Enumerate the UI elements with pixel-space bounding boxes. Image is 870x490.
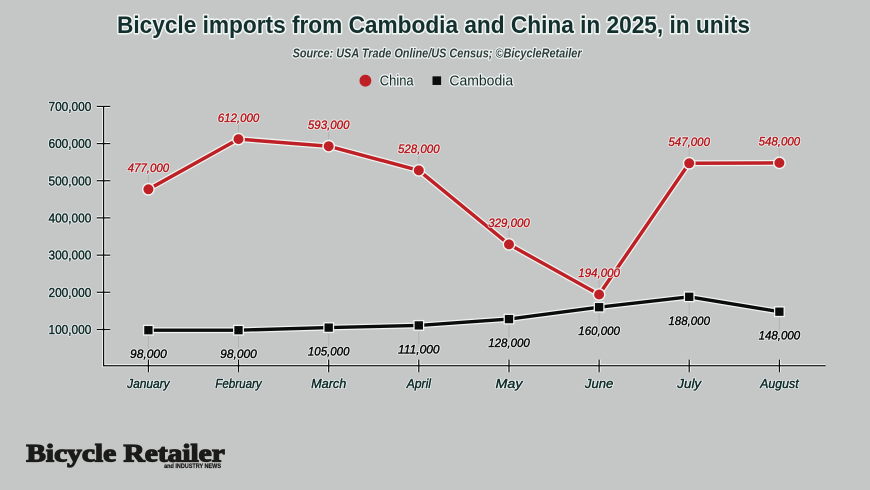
svg-text:128,000: 128,000	[488, 336, 530, 350]
svg-text:Source: USA Trade Online/US Ce: Source: USA Trade Online/US Census; ©Bic…	[293, 46, 583, 61]
svg-text:111,000: 111,000	[398, 342, 440, 356]
svg-text:194,000: 194,000	[578, 266, 620, 280]
svg-text:Bicycle Retailer: Bicycle Retailer	[26, 439, 225, 468]
svg-text:200,000: 200,000	[49, 286, 92, 300]
svg-text:128,000: 128,000	[488, 336, 530, 350]
svg-text:148,000: 148,000	[759, 329, 801, 343]
svg-text:188,000: 188,000	[668, 314, 710, 328]
svg-text:547,000: 547,000	[668, 135, 710, 149]
svg-text:105,000: 105,000	[308, 345, 350, 359]
svg-text:700,000: 700,000	[49, 100, 92, 114]
svg-text:300,000: 300,000	[49, 249, 92, 263]
svg-text:February: February	[215, 377, 262, 391]
svg-text:593,000: 593,000	[308, 118, 350, 132]
svg-text:188,000: 188,000	[668, 314, 710, 328]
svg-text:600,000: 600,000	[49, 137, 92, 151]
svg-text:Bicycle imports from Cambodia: Bicycle imports from Cambodia and China …	[117, 12, 750, 39]
svg-text:160,000: 160,000	[578, 324, 620, 338]
svg-text:528,000: 528,000	[398, 142, 440, 156]
svg-text:February: February	[215, 377, 262, 391]
svg-text:Cambodia: Cambodia	[449, 73, 513, 90]
svg-text:477,000: 477,000	[128, 161, 170, 175]
svg-text:600,000: 600,000	[49, 137, 92, 151]
svg-text:June: June	[584, 377, 613, 391]
svg-text:August: August	[759, 377, 799, 391]
svg-text:111,000: 111,000	[398, 342, 440, 356]
svg-text:May: May	[496, 377, 524, 391]
svg-text:98,000: 98,000	[220, 347, 257, 361]
svg-text:March: March	[311, 377, 346, 391]
svg-text:612,000: 612,000	[218, 111, 260, 125]
svg-text:500,000: 500,000	[49, 174, 92, 188]
svg-text:April: April	[406, 377, 433, 391]
svg-text:612,000: 612,000	[218, 111, 260, 125]
svg-text:329,000: 329,000	[488, 216, 530, 230]
svg-text:China: China	[380, 73, 414, 90]
svg-text:477,000: 477,000	[128, 161, 170, 175]
svg-text:100,000: 100,000	[49, 323, 92, 337]
svg-text:105,000: 105,000	[308, 345, 350, 359]
svg-text:300,000: 300,000	[49, 249, 92, 263]
svg-text:98,000: 98,000	[130, 347, 167, 361]
svg-text:329,000: 329,000	[488, 216, 530, 230]
svg-text:700,000: 700,000	[49, 100, 92, 114]
svg-text:200,000: 200,000	[49, 286, 92, 300]
svg-text:and INDUSTRY NEWS: and INDUSTRY NEWS	[164, 463, 221, 470]
svg-text:January: January	[126, 377, 170, 391]
svg-text:May: May	[496, 377, 524, 391]
svg-text:400,000: 400,000	[49, 211, 92, 225]
svg-text:548,000: 548,000	[759, 135, 801, 149]
svg-text:160,000: 160,000	[578, 324, 620, 338]
svg-text:January: January	[126, 377, 170, 391]
svg-text:July: July	[676, 377, 702, 391]
svg-text:June: June	[584, 377, 613, 391]
svg-text:548,000: 548,000	[759, 135, 801, 149]
svg-text:98,000: 98,000	[130, 347, 167, 361]
svg-text:148,000: 148,000	[759, 329, 801, 343]
svg-text:528,000: 528,000	[398, 142, 440, 156]
svg-text:500,000: 500,000	[49, 174, 92, 188]
svg-text:593,000: 593,000	[308, 118, 350, 132]
svg-text:400,000: 400,000	[49, 211, 92, 225]
svg-text:98,000: 98,000	[220, 347, 257, 361]
svg-text:April: April	[406, 377, 433, 391]
svg-text:August: August	[759, 377, 799, 391]
svg-text:March: March	[311, 377, 346, 391]
svg-text:194,000: 194,000	[578, 266, 620, 280]
svg-text:547,000: 547,000	[668, 135, 710, 149]
svg-text:100,000: 100,000	[49, 323, 92, 337]
svg-text:July: July	[676, 377, 702, 391]
